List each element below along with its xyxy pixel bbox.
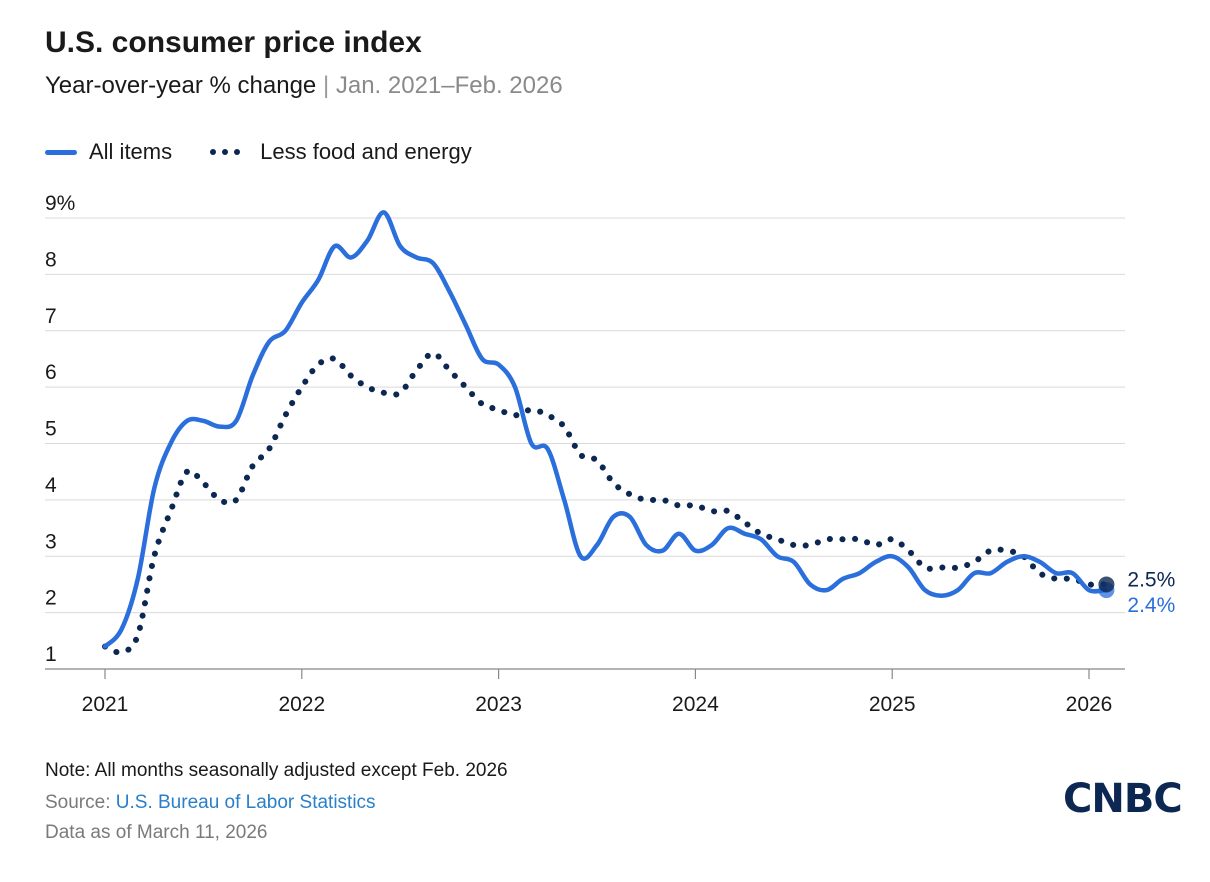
end-marker-less-food-energy — [1098, 576, 1115, 593]
source-prefix: Source: — [45, 792, 116, 813]
cnbc-logo: CNBC — [1063, 776, 1183, 822]
data-as-of: Data as of March 11, 2026 — [45, 822, 268, 843]
x-tick-label: 2023 — [475, 693, 522, 716]
footnote: Note: All months seasonally adjusted exc… — [45, 760, 508, 781]
legend-label: Less food and energy — [260, 139, 472, 164]
subtitle-main: Year-over-year % change — [45, 72, 317, 99]
source-line: Source: U.S. Bureau of Labor Statistics — [45, 792, 376, 814]
y-tick-label: 7 — [45, 305, 57, 328]
end-label-less-food-energy: 2.5% — [1127, 568, 1175, 591]
y-tick-label: 2 — [45, 587, 57, 610]
y-tick-label: 3 — [45, 530, 57, 553]
subtitle-separator: | — [322, 72, 330, 99]
chart-subtitle: Year-over-year % change | Jan. 2021–Feb.… — [45, 72, 563, 100]
subtitle-range: Jan. 2021–Feb. 2026 — [335, 72, 563, 99]
y-tick-label: 4 — [45, 474, 57, 497]
y-tick-label: 9% — [45, 192, 75, 215]
x-tick-label: 2025 — [869, 693, 916, 716]
x-tick-label: 2026 — [1066, 693, 1113, 716]
chart-legend: All items Less food and energy — [45, 139, 510, 165]
legend-item-core: Less food and energy — [210, 139, 472, 165]
chart-title: U.S. consumer price index — [45, 26, 422, 59]
x-tick-label: 2022 — [278, 693, 325, 716]
legend-label: All items — [89, 139, 173, 164]
series-line-less-food-energy — [102, 350, 1109, 656]
y-tick-label: 6 — [45, 361, 57, 384]
y-tick-label: 5 — [45, 418, 57, 441]
end-label-all-items: 2.4% — [1127, 594, 1175, 617]
y-tick-label: 8 — [45, 248, 57, 271]
y-tick-label: 1 — [45, 643, 57, 666]
x-tick-label: 2021 — [82, 693, 129, 716]
legend-item-all-items: All items — [45, 139, 172, 165]
legend-dotted-line-swatch — [210, 149, 246, 155]
series-line-all-items — [102, 210, 1108, 649]
x-tick-label: 2024 — [672, 693, 719, 716]
source-link[interactable]: U.S. Bureau of Labor Statistics — [115, 792, 376, 813]
legend-solid-line-swatch — [45, 149, 77, 155]
